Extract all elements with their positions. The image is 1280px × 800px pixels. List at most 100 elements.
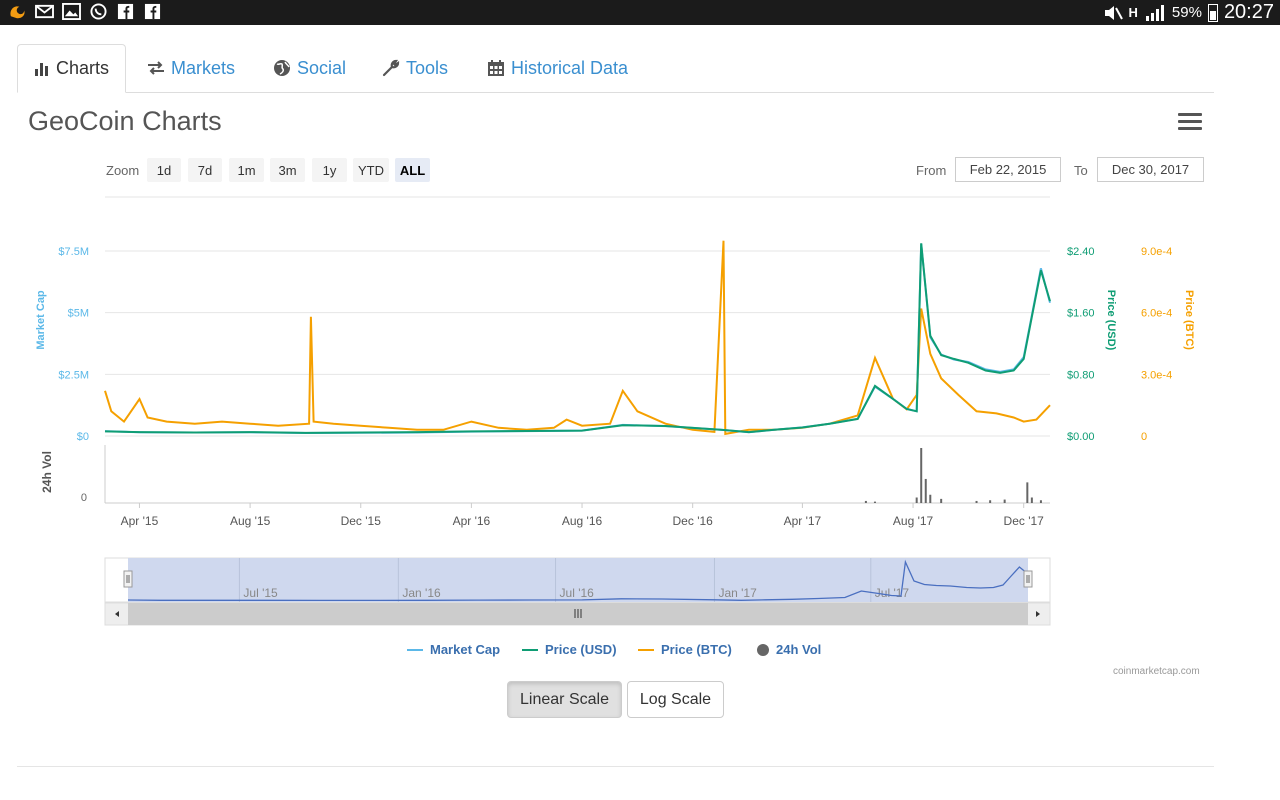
zoom-ytd-button[interactable]: YTD xyxy=(353,158,389,182)
to-label: To xyxy=(1074,163,1088,178)
price-chart: $0 $0.00 0 $2.5M $0.80 3.0e-4 $5M $1.60 6.0e-4 $7… xyxy=(35,196,1195,626)
navigator-tick-label: Jul '17 xyxy=(875,586,910,600)
navigator-handle[interactable] xyxy=(123,570,133,588)
price-usd-tick-label: $1.60 xyxy=(1067,308,1095,320)
zoom-1m-button[interactable]: 1m xyxy=(229,158,264,182)
legend-label: 24h Vol xyxy=(776,642,822,657)
legend-label: Price (USD) xyxy=(545,642,617,657)
legend-24h-vol[interactable]: 24h Vol xyxy=(757,642,821,657)
tab-bar: Charts Markets Social Tools Historical D… xyxy=(17,44,1214,93)
zoom-1d-button[interactable]: 1d xyxy=(147,158,181,182)
price-usd-tick-label: $0.80 xyxy=(1067,369,1095,381)
from-label: From xyxy=(916,163,947,178)
x-tick-label: Aug '16 xyxy=(562,514,603,528)
price-usd-tick-label: $0.00 xyxy=(1067,431,1095,443)
zoom-1y-button[interactable]: 1y xyxy=(312,158,347,182)
calendar-icon xyxy=(488,60,504,76)
mute-icon xyxy=(1104,5,1123,20)
x-tick-label: Dec '15 xyxy=(341,514,382,528)
tab-markets[interactable]: Markets xyxy=(147,44,235,92)
bar-chart-icon xyxy=(35,62,48,76)
tab-social[interactable]: Social xyxy=(273,44,346,92)
price-btc-tick-label: 9.0e-4 xyxy=(1141,246,1172,258)
vol-bar xyxy=(1030,497,1033,503)
facebook-icon xyxy=(117,3,134,20)
navigator-tick-label: Jul '15 xyxy=(243,586,278,600)
x-tick-label: Dec '16 xyxy=(673,514,714,528)
navigator-tick-label: Jan '17 xyxy=(718,586,757,600)
vol-bar xyxy=(940,498,943,503)
exchange-icon xyxy=(148,61,164,75)
status-bar: H 59% 20:27 xyxy=(0,0,1280,25)
navigator-series-line xyxy=(127,559,1029,602)
legend-label: Market Cap xyxy=(430,642,501,657)
log-scale-button[interactable]: Log Scale xyxy=(627,681,724,718)
vol-bar xyxy=(975,500,978,503)
navigator-handle-box xyxy=(1023,570,1033,588)
scroll-right-arrow-icon[interactable] xyxy=(1036,611,1040,617)
tab-label: Markets xyxy=(171,57,236,78)
vol-bar xyxy=(915,497,918,503)
market-cap-axis-title: Market Cap xyxy=(35,290,47,350)
hamburger-menu-icon[interactable] xyxy=(1178,113,1202,133)
x-tick-label: Aug '15 xyxy=(230,514,271,528)
battery-icon xyxy=(1207,3,1218,22)
tab-tools[interactable]: Tools xyxy=(382,44,448,92)
price-btc-line xyxy=(104,240,1051,436)
vol-bar xyxy=(989,500,992,503)
price-btc-axis-title: Price (BTC) xyxy=(1183,290,1195,350)
price-btc-tick-label: 6.0e-4 xyxy=(1141,308,1172,320)
legend-price-usd[interactable]: Price (USD) xyxy=(522,642,617,657)
tab-charts[interactable]: Charts xyxy=(17,44,127,93)
x-tick-label: Apr '17 xyxy=(784,514,822,528)
market-cap-tick-label: $2.5M xyxy=(58,369,89,381)
battery-percent: 59% xyxy=(1171,4,1202,21)
x-tick-label: Aug '17 xyxy=(893,514,934,528)
wrench-icon xyxy=(382,59,400,77)
vol-bar xyxy=(873,501,876,503)
vol-bar xyxy=(920,448,923,503)
market-cap-line xyxy=(104,243,1051,435)
price-usd-line xyxy=(104,243,1051,434)
legend-price-btc[interactable]: Price (BTC) xyxy=(638,642,732,657)
linear-scale-button[interactable]: Linear Scale xyxy=(507,681,622,718)
mail-icon xyxy=(35,4,54,19)
vol-bar xyxy=(1026,482,1029,503)
x-tick-label: Dec '17 xyxy=(1004,514,1045,528)
legend-dot xyxy=(757,643,769,656)
navigator-tick-label: Jan '16 xyxy=(402,586,441,600)
vol-bar xyxy=(864,500,867,503)
vol-tick-label: 0 xyxy=(81,492,87,504)
signal-icon xyxy=(1145,4,1164,21)
tab-label: Tools xyxy=(406,57,449,78)
legend-market-cap[interactable]: Market Cap xyxy=(407,642,500,657)
legend-label: Price (BTC) xyxy=(661,642,732,657)
uc-browser-icon xyxy=(10,6,25,19)
vol-bar xyxy=(929,494,932,503)
zoom-all-button[interactable]: ALL xyxy=(395,158,430,182)
navigator-handle[interactable] xyxy=(1023,570,1033,588)
market-cap-tick-label: $5M xyxy=(68,308,89,320)
vol-axis-title: 24h Vol xyxy=(40,451,54,493)
vol-bar xyxy=(1039,500,1042,503)
from-date-input[interactable]: Feb 22, 2015 xyxy=(955,157,1061,182)
globe-icon xyxy=(274,60,290,76)
x-tick-label: Apr '15 xyxy=(121,514,159,528)
legend-line xyxy=(407,648,423,651)
clock: 20:27 xyxy=(1223,1,1274,23)
zoom-7d-button[interactable]: 7d xyxy=(188,158,222,182)
zoom-3m-button[interactable]: 3m xyxy=(270,158,305,182)
navigator-tick-label: Jul '16 xyxy=(560,586,595,600)
to-date-input[interactable]: Dec 30, 2017 xyxy=(1097,157,1204,182)
zoom-label: Zoom xyxy=(106,163,140,178)
vol-bar xyxy=(1003,499,1006,503)
whatsapp-icon xyxy=(90,3,107,20)
market-cap-tick-label: $7.5M xyxy=(58,246,89,258)
credit-link[interactable]: coinmarketcap.com xyxy=(1113,666,1200,677)
scroll-left-arrow-icon[interactable] xyxy=(115,611,119,617)
market-cap-tick-label: $0 xyxy=(77,431,89,443)
price-btc-tick-label: 0 xyxy=(1141,431,1147,443)
tab-historical-data[interactable]: Historical Data xyxy=(487,44,628,92)
x-tick-label: Apr '16 xyxy=(453,514,491,528)
legend-line xyxy=(522,648,538,651)
